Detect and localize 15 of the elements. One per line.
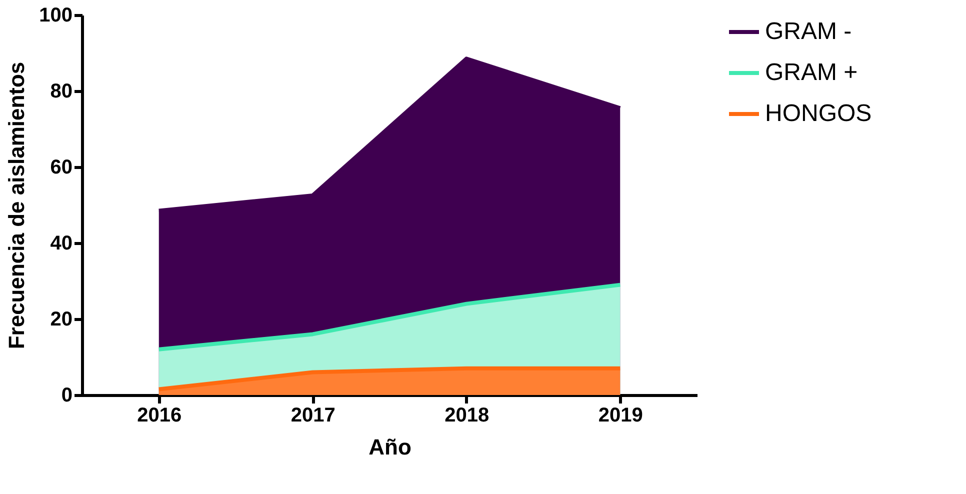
- y-tick-label: 60: [50, 156, 72, 178]
- x-axis-title: Año: [368, 434, 412, 460]
- x-tick-label: 2018: [444, 404, 490, 426]
- y-tick-label: 0: [61, 384, 72, 406]
- x-tick-label: 2019: [598, 404, 643, 426]
- y-tick-label: 80: [50, 80, 72, 102]
- y-tick-label: 100: [39, 4, 72, 26]
- y-axis-title: Frecuencia de aislamientos: [4, 62, 30, 350]
- x-tick-label: 2017: [290, 404, 336, 426]
- legend-label: HONGOS: [765, 100, 872, 127]
- legend-label: GRAM +: [765, 59, 858, 86]
- legend-label: GRAM -: [765, 18, 852, 45]
- y-tick-label: 20: [50, 308, 72, 330]
- x-tick-label: 2016: [137, 404, 182, 426]
- y-tick-label: 40: [50, 232, 72, 254]
